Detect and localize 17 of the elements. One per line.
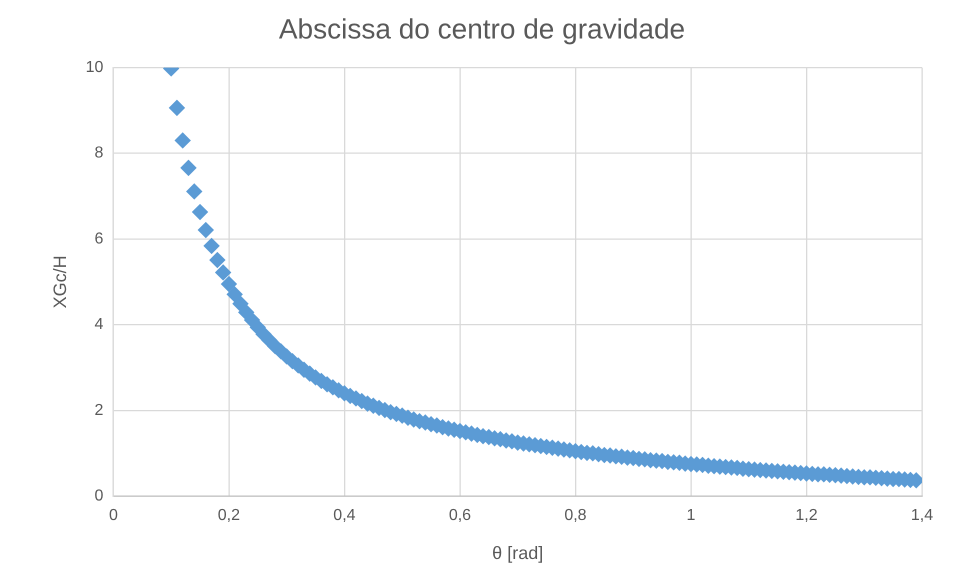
x-tick-label: 0,4 xyxy=(333,507,356,524)
x-tick-label: 1 xyxy=(686,507,696,524)
x-tick-label: 0,6 xyxy=(448,507,472,524)
x-axis-title: θ [rad] xyxy=(492,543,544,564)
y-tick-label: 6 xyxy=(94,230,104,248)
x-tick-label: 0 xyxy=(108,507,118,524)
x-tick-label: 0,2 xyxy=(218,507,240,524)
y-axis-title: XGc/H xyxy=(50,255,70,308)
y-tick-label: 10 xyxy=(86,59,104,76)
y-tick-label: 8 xyxy=(94,144,104,162)
y-tick-label: 0 xyxy=(94,488,104,505)
x-tick-label: 1,4 xyxy=(910,507,934,524)
y-tick-label: 2 xyxy=(94,402,104,419)
chart-title: Abscissa do centro de gravidade xyxy=(278,14,686,45)
y-tick-label: 4 xyxy=(94,316,104,334)
x-tick-label: 0,8 xyxy=(564,507,587,524)
x-tick-label: 1,2 xyxy=(795,507,818,524)
